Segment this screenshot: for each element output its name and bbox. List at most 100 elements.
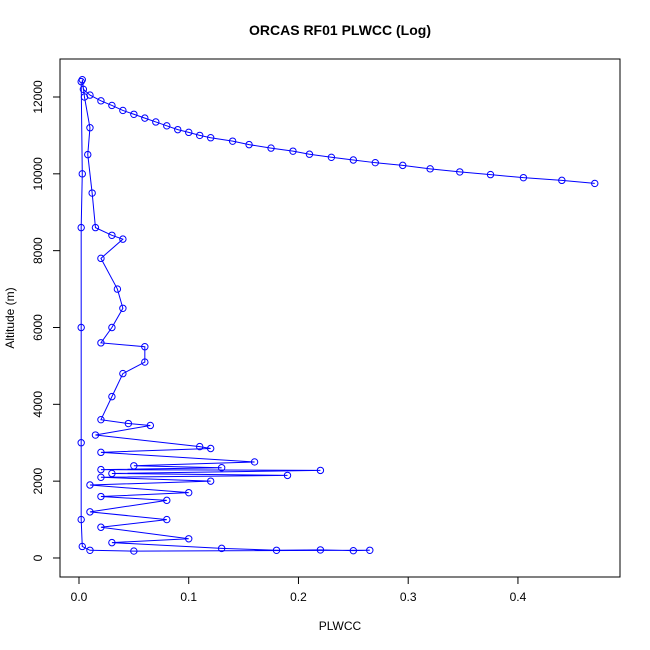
data-point [97,492,105,501]
data-point [77,77,85,86]
data-point [77,323,85,332]
data-point [349,156,358,164]
data-point [206,134,215,142]
data-point [78,542,86,551]
data-point [86,508,94,516]
data-point [97,448,105,457]
data-point [456,168,464,176]
data-point [97,97,105,105]
data-point [245,140,253,149]
data-point [108,101,116,110]
data-point [79,85,88,94]
x-tick-label: 0.2 [290,590,307,604]
y-axis-label: Altitude (m) [3,287,17,348]
x-tick-label: 0.1 [180,590,197,604]
data-point [217,544,226,553]
data-point [97,254,105,263]
data-point [119,369,127,378]
data-point [97,473,105,482]
data-point [88,189,96,197]
data-point [141,114,149,122]
data-point [130,462,138,470]
data-point [371,158,379,167]
data-point [113,285,122,293]
data-point [130,110,138,118]
y-tick-label: 2000 [31,467,45,494]
data-point [163,496,171,505]
data-point [97,523,105,531]
y-tick-label: 4000 [31,391,45,418]
data-point [366,546,374,555]
data-point [146,421,155,430]
data-point [558,176,566,185]
data-point [108,231,116,239]
data-point [228,137,237,145]
data-point [426,165,434,173]
data-point [316,466,325,475]
data-point [108,538,116,547]
data-point [86,124,94,132]
data-point [250,458,259,466]
data-point [77,439,85,447]
data-point [141,358,149,366]
x-tick-label: 0.3 [400,590,417,604]
data-point [349,546,358,555]
data-point [217,464,226,472]
data-point [77,223,85,232]
data-point [327,153,336,162]
data-point [486,170,495,179]
data-point [163,122,171,130]
data-point [119,304,127,312]
data-point [174,125,182,134]
data-point [267,144,275,152]
data-point [185,128,193,137]
data-point [163,515,171,524]
data-point [124,419,133,428]
chart-title: ORCAS RF01 PLWCC (Log) [249,22,431,38]
data-point [77,515,85,524]
data-point [206,444,215,453]
data-point [399,161,407,170]
data-point [305,150,314,158]
data-point [289,147,297,155]
y-tick-label: 12000 [31,80,45,114]
data-point [195,131,204,140]
data-point [152,118,160,126]
data-point [119,235,127,243]
data-point [108,392,116,401]
data-point [91,223,100,232]
data-point [185,488,193,497]
data-point [78,76,86,84]
data-point [272,546,281,555]
data-point [185,535,193,543]
y-tick-label: 8000 [31,237,45,264]
data-point [108,469,116,478]
x-axis-label: PLWCC [319,619,362,633]
plot-box [59,58,621,578]
y-tick-label: 0 [31,554,45,561]
data-point [91,431,100,439]
data-point [84,150,92,159]
data-point [97,415,105,424]
data-point [86,481,94,489]
data-point [97,465,105,474]
y-tick-label: 10000 [31,157,45,191]
data-point [206,477,215,485]
data-point [80,93,89,101]
y-tick-label: 6000 [31,314,45,341]
data-point [86,546,94,555]
data-point [195,442,204,451]
data-point [283,471,292,480]
data-point [141,342,149,351]
data-point [316,546,325,554]
data-point [519,173,528,182]
data-point [78,170,86,178]
data-line [80,79,595,552]
x-tick-label: 0.0 [71,590,88,604]
data-point [591,179,599,188]
data-point [119,106,127,115]
x-tick-label: 0.4 [510,590,527,604]
data-point [108,323,116,332]
data-point [97,339,105,347]
